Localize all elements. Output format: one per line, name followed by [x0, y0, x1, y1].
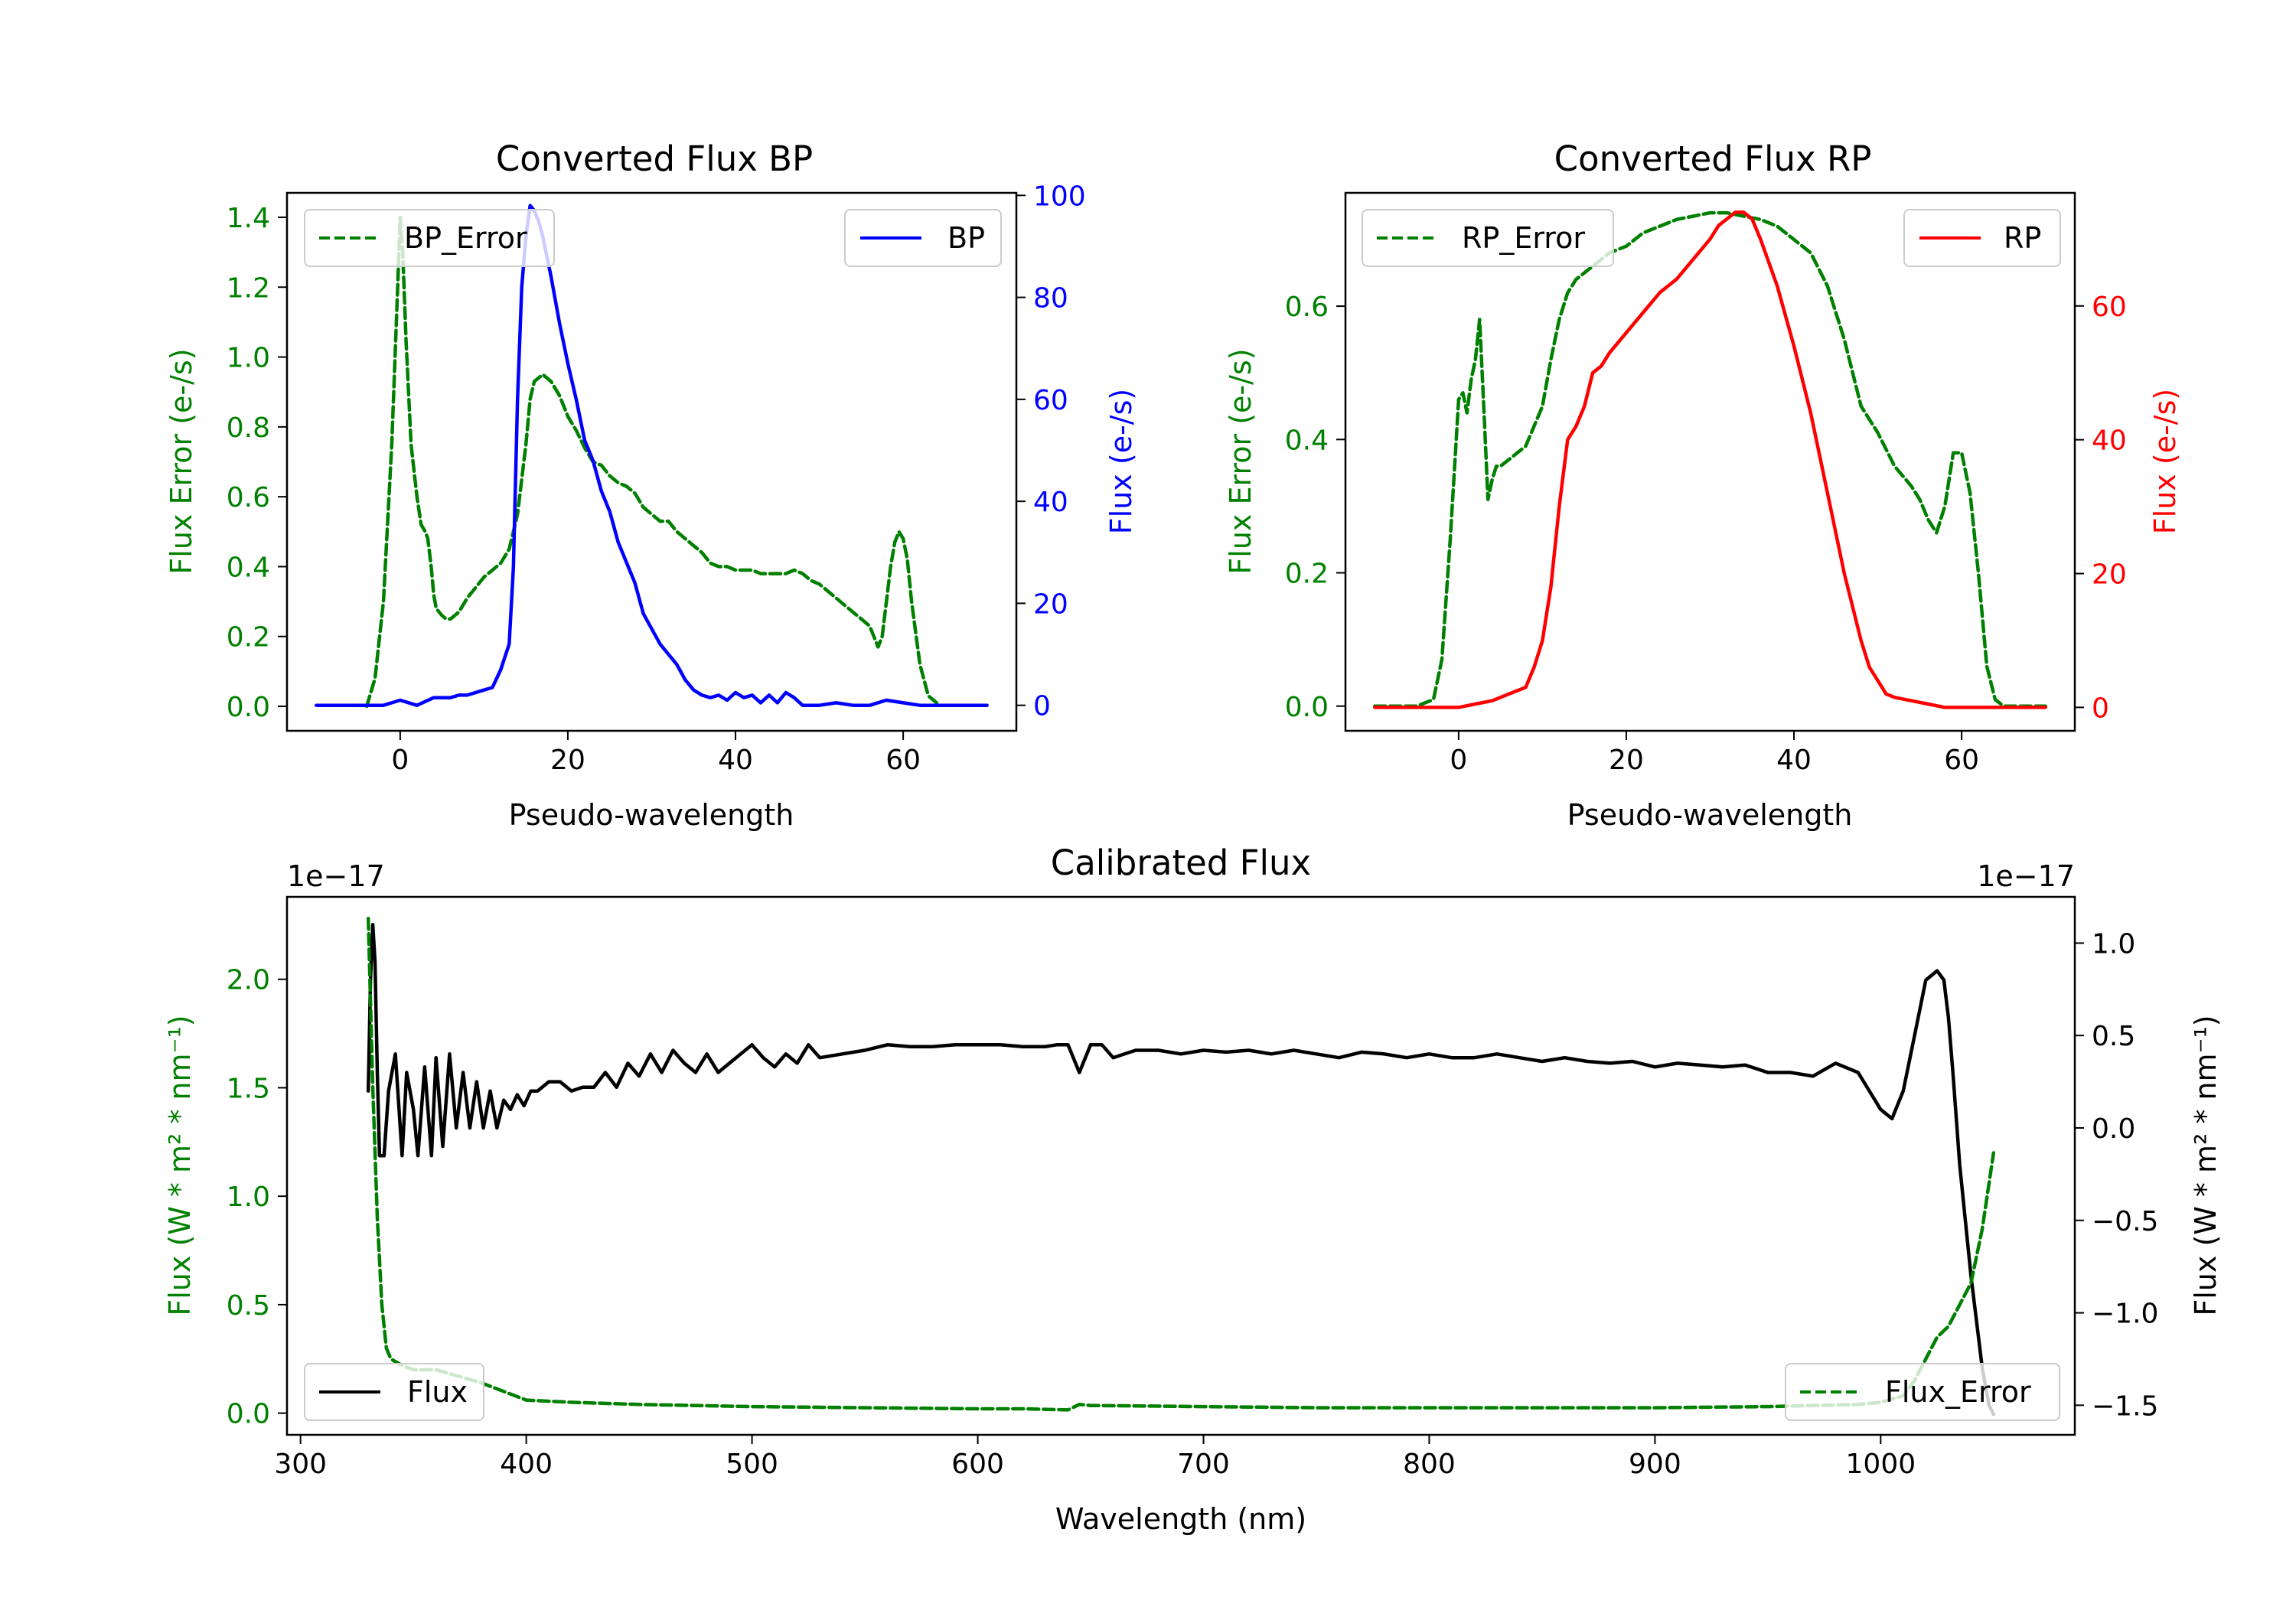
- bp-left-tick-label: 0.0: [227, 692, 270, 723]
- bp-xlabel: Pseudo-wavelength: [509, 798, 794, 832]
- calibrated-legend-flux: Flux: [304, 1363, 484, 1421]
- bp-left-tick-label: 0.8: [227, 412, 270, 444]
- bp-right-tick-label: 80: [1033, 283, 1068, 315]
- bp-right-tick-label: 100: [1033, 181, 1086, 212]
- calibrated-right-axis-label: Flux (W * m² * nm⁻¹): [2189, 1015, 2223, 1315]
- bp-legend-error: BP_Error: [304, 209, 555, 267]
- calibrated-right-tick-label: 0.5: [2092, 1021, 2135, 1052]
- bp-x-tick-label: 20: [550, 745, 585, 776]
- calibrated-right-tick-label: −1.0: [2092, 1299, 2158, 1330]
- calibrated-right-tick-label: 0.0: [2092, 1113, 2135, 1145]
- calibrated-title: Calibrated Flux: [1051, 843, 1311, 883]
- bp-left-tick-label: 1.4: [227, 203, 270, 234]
- calibrated-left-tick-label: 0.5: [227, 1290, 270, 1322]
- calibrated-plot-area: 300 400 500 600 700 800 900 1000 0.0 0.5 1.0 1.5 2.0…: [227, 917, 2158, 1480]
- calibrated-x-tick-label: 500: [726, 1449, 778, 1480]
- calibrated-x-tick-label: 900: [1629, 1449, 1681, 1480]
- calibrated-left-offset-text: 1e−17: [287, 859, 385, 893]
- rp-x-tick-label: 20: [1609, 745, 1644, 776]
- calibrated-legend-error: Flux_Error: [1785, 1363, 2060, 1421]
- calibrated-left-axis-label: Flux (W * m² * nm⁻¹): [163, 1015, 197, 1315]
- bp-legend-flux-box: [844, 209, 1002, 267]
- rp-x-tick-label: 60: [1944, 745, 1979, 776]
- calibrated-left-tick-label: 0.0: [227, 1399, 270, 1430]
- calibrated-x-tick-label: 800: [1403, 1449, 1456, 1480]
- calibrated-right-tick-label: −1.5: [2092, 1390, 2158, 1422]
- bp-plot-area: 0 20 40 60 0.0 0.2 0.4 0.6 0.8 1.0 1.2 1.4 0 20 40 60 80…: [227, 181, 1086, 776]
- bp-frame: [285, 191, 1018, 732]
- rp-series-rp: [1373, 210, 2047, 709]
- calibrated-x-tick-label: 400: [500, 1449, 553, 1480]
- rp-legend-flux: RP: [1903, 209, 2061, 267]
- rp-legend-error-box: [1362, 209, 1614, 267]
- bp-legend-error-label: BP_Error: [404, 221, 527, 255]
- panel-calibrated: Calibrated Flux 300 400 500 600 700 800 900 100…: [163, 843, 2223, 1536]
- calibrated-right-tick-label: −0.5: [2092, 1206, 2158, 1237]
- calibrated-x-tick-label: 700: [1177, 1449, 1230, 1480]
- rp-right-tick-label: 20: [2092, 559, 2127, 591]
- rp-legend-error-label: RP_Error: [1462, 221, 1585, 255]
- rp-legend-flux-label: RP: [2004, 221, 2041, 255]
- rp-frame: [1344, 191, 2076, 732]
- rp-xlabel: Pseudo-wavelength: [1567, 798, 1853, 832]
- panel-rp: Converted Flux RP 0 20 40 60 0.0 0.2 0.4 0.6 0 20…: [1224, 139, 2182, 832]
- rp-left-tick-label: 0.0: [1285, 692, 1329, 723]
- calibrated-xlabel: Wavelength (nm): [1055, 1502, 1306, 1536]
- calibrated-x-tick-label: 600: [951, 1449, 1004, 1480]
- bp-left-tick-label: 1.2: [227, 272, 270, 304]
- rp-plot-area: 0 20 40 60 0.0 0.2 0.4 0.6 0 20 40 60: [1285, 210, 2127, 776]
- calibrated-frame: [285, 895, 2076, 1436]
- calibrated-legend-error-label: Flux_Error: [1885, 1375, 2031, 1409]
- calibrated-left-tick-label: 1.0: [227, 1182, 270, 1213]
- rp-x-tick-label: 40: [1776, 745, 1812, 776]
- calibrated-legend-flux-label: Flux: [407, 1375, 468, 1409]
- bp-title: Converted Flux BP: [496, 139, 813, 179]
- rp-left-tick-label: 0.6: [1285, 292, 1329, 323]
- calibrated-left-tick-label: 2.0: [227, 965, 270, 996]
- bp-right-tick-label: 0: [1033, 691, 1051, 722]
- rp-legend-error: RP_Error: [1362, 209, 1614, 267]
- rp-right-tick-label: 0: [2092, 693, 2109, 724]
- bp-left-tick-label: 0.4: [227, 552, 270, 583]
- panel-bp: Converted Flux BP 0 20 40 60 0.0 0.2 0.4 0.6 0.8…: [165, 139, 1138, 832]
- bp-series-bp-error: [364, 215, 939, 709]
- rp-title: Converted Flux RP: [1554, 139, 1872, 179]
- rp-right-axis-label: Flux (e-/s): [2148, 389, 2182, 534]
- rp-series-rp-error: [1373, 210, 2047, 709]
- rp-right-tick-label: 60: [2092, 292, 2127, 323]
- calibrated-legend-flux-box: [304, 1363, 484, 1421]
- bp-x-tick-label: 40: [718, 745, 753, 776]
- calibrated-series-flux: [366, 922, 1996, 1416]
- calibrated-x-tick-label: 300: [274, 1449, 327, 1480]
- bp-x-tick-label: 60: [885, 745, 921, 776]
- bp-series-bp: [315, 204, 989, 707]
- rp-left-tick-label: 0.2: [1285, 559, 1329, 590]
- calibrated-left-tick-label: 1.5: [227, 1073, 270, 1104]
- bp-legend-error-box: [304, 209, 555, 267]
- calibrated-right-tick-label: 1.0: [2092, 928, 2135, 960]
- bp-left-tick-label: 0.6: [227, 482, 270, 513]
- calibrated-right-offset-text: 1e−17: [1977, 859, 2075, 893]
- calibrated-x-tick-label: 1000: [1846, 1449, 1916, 1480]
- bp-right-tick-label: 20: [1033, 588, 1068, 620]
- rp-right-tick-label: 40: [2092, 425, 2127, 457]
- bp-left-tick-label: 0.2: [227, 622, 270, 654]
- bp-x-tick-label: 0: [391, 745, 409, 776]
- bp-right-tick-label: 60: [1033, 385, 1068, 416]
- bp-left-tick-label: 1.0: [227, 343, 270, 374]
- bp-right-axis-label: Flux (e-/s): [1104, 389, 1138, 534]
- rp-left-tick-label: 0.4: [1285, 425, 1329, 456]
- rp-left-axis-label: Flux Error (e-/s): [1224, 348, 1257, 574]
- rp-x-tick-label: 0: [1450, 745, 1467, 776]
- bp-legend-flux: BP: [844, 209, 1002, 267]
- bp-legend-flux-label: BP: [947, 221, 985, 255]
- rp-legend-flux-box: [1903, 209, 2061, 267]
- calibrated-legend-error-box: [1785, 1363, 2060, 1421]
- bp-right-tick-label: 40: [1033, 487, 1068, 518]
- bp-left-axis-label: Flux Error (e-/s): [165, 348, 198, 574]
